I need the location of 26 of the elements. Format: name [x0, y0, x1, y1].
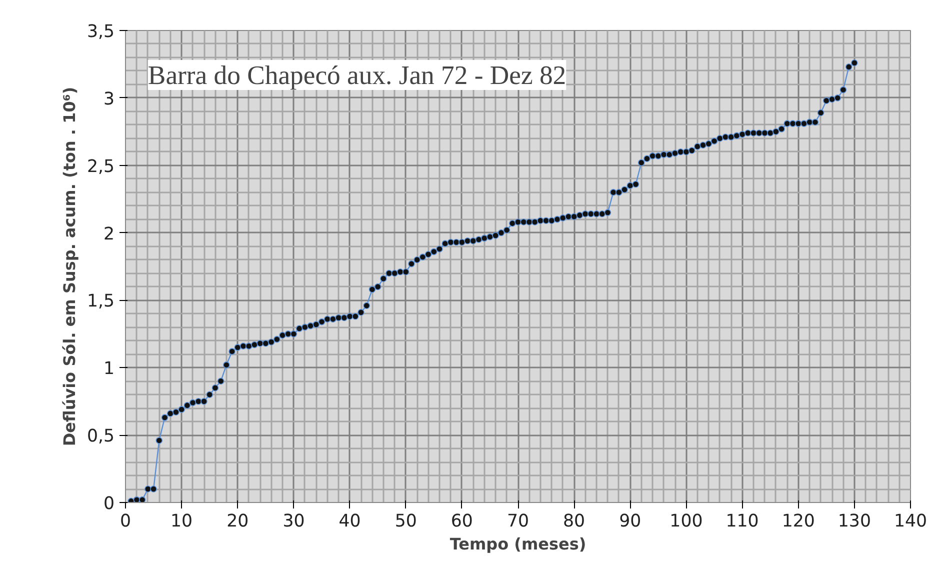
x-tick-label: 30	[282, 512, 305, 532]
y-tick-label: 0,5	[86, 426, 115, 447]
x-tick-label: 120	[782, 512, 815, 532]
x-tick-label: 40	[338, 512, 361, 532]
y-tick-label: 2,5	[86, 156, 115, 177]
x-tick-label: 110	[726, 512, 759, 532]
x-tick-label: 10	[170, 512, 193, 532]
y-tick-label: 1,5	[86, 292, 115, 312]
x-tick-label: 90	[619, 512, 642, 532]
y-tick-label: 2	[103, 224, 115, 244]
text: Barra do Chapecó aux. Jan 72 - Dez 82	[148, 60, 566, 90]
x-tick-label: 140	[894, 512, 928, 532]
x-tick-label: 50	[394, 512, 417, 532]
x-tick-label: 100	[670, 512, 703, 532]
y-axis-title: Deflúvio Sól. em Susp. acum. (ton . 10⁶)	[60, 86, 79, 446]
y-tick-label: 0	[103, 494, 115, 514]
y-tick-label: 3,5	[86, 22, 115, 42]
x-axis-title: Tempo (meses)	[450, 534, 586, 554]
x-tick-label: 70	[506, 512, 530, 532]
x-tick-label: 80	[563, 512, 586, 532]
x-tick-label: 20	[226, 512, 249, 532]
x-tick-label: 60	[450, 512, 473, 532]
y-tick-label: 1	[103, 359, 115, 380]
x-tick-label: 130	[838, 512, 871, 532]
y-tick-label: 3	[103, 89, 115, 110]
x-tick-label: 0	[120, 512, 132, 532]
